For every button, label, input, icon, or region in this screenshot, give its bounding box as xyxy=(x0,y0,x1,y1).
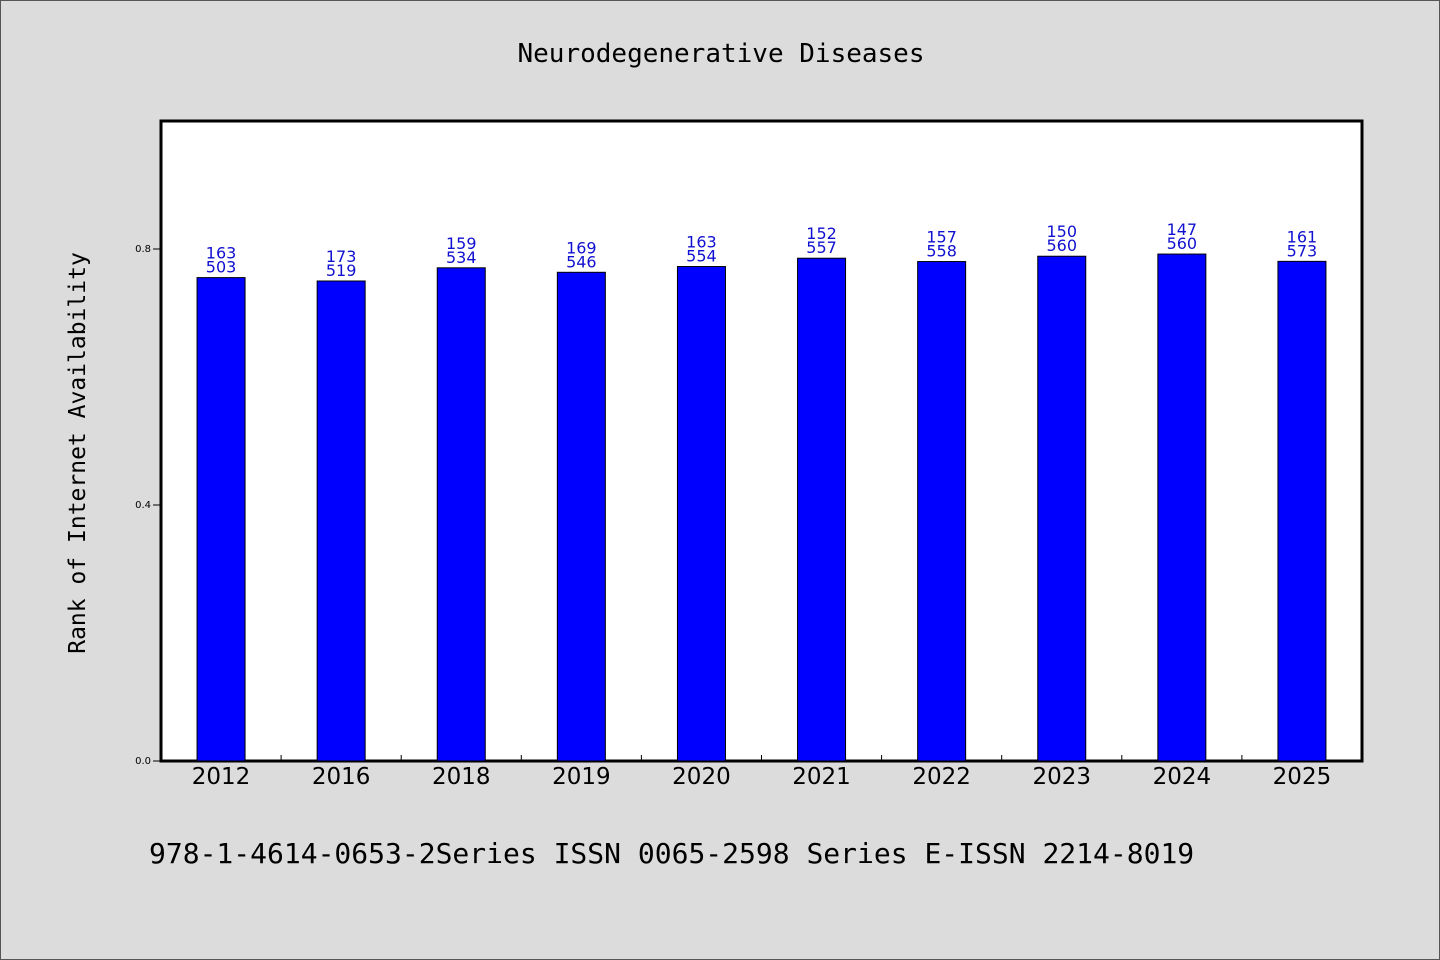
x-tick-label: 2023 xyxy=(1032,764,1091,790)
data-label-top: 159 xyxy=(446,234,477,253)
data-label-bottom: 558 xyxy=(926,242,957,261)
x-tick-label: 2019 xyxy=(552,764,611,790)
bar-2021 xyxy=(797,257,847,762)
y-axis-label: Rank of Internet Availability xyxy=(65,252,91,654)
footer-text: 978-1-4614-0653-2Series ISSN 0065-2598 S… xyxy=(149,837,1194,870)
data-label-top: 169 xyxy=(566,238,597,257)
data-label-top: 147 xyxy=(1167,220,1198,239)
data-label-top: 173 xyxy=(326,247,357,266)
x-tick-label: 2018 xyxy=(432,764,491,790)
bar-2019 xyxy=(556,271,606,762)
data-label-top: 157 xyxy=(926,228,957,247)
bars xyxy=(196,253,1327,762)
data-label-bottom: 546 xyxy=(566,252,597,271)
data-label-top: 163 xyxy=(686,233,717,252)
chart-title: Neurodegenerative Diseases xyxy=(518,39,925,69)
bar-2022 xyxy=(917,261,967,762)
y-tick-label: 0.0 xyxy=(135,756,151,767)
bar-2012 xyxy=(196,277,246,762)
data-label-bottom: 503 xyxy=(206,258,237,277)
data-label-bottom: 534 xyxy=(446,248,477,267)
bar-2020 xyxy=(676,266,726,762)
x-tick-label: 2020 xyxy=(672,764,731,790)
x-tick-label: 2025 xyxy=(1273,764,1332,790)
bar-2016 xyxy=(316,280,366,762)
y-tick-label: 0.8 xyxy=(135,244,151,255)
data-label-bottom: 519 xyxy=(326,261,357,280)
data-label-top: 152 xyxy=(806,224,837,243)
bar-2024 xyxy=(1157,253,1207,762)
data-label-top: 150 xyxy=(1046,222,1077,241)
y-axis-ticks: 0.0 0.4 0.8 xyxy=(135,244,161,767)
data-label-top: 163 xyxy=(206,244,237,263)
x-tick-label: 2012 xyxy=(192,764,251,790)
x-axis-ticks: 2012 2016 2018 2019 2020 2021 2022 2023 2024 2025 xyxy=(192,755,1331,790)
x-tick-label: 2024 xyxy=(1153,764,1212,790)
x-tick-label: 2021 xyxy=(792,764,851,790)
data-label-bottom: 560 xyxy=(1167,234,1198,253)
y-tick-label: 0.4 xyxy=(135,500,151,511)
data-labels: 1635031735191595341695461635541525571575… xyxy=(206,220,1317,280)
bar-2018 xyxy=(436,267,486,762)
data-label-bottom: 573 xyxy=(1287,241,1318,260)
data-label-bottom: 554 xyxy=(686,247,717,266)
data-label-top: 161 xyxy=(1287,227,1318,246)
data-label-bottom: 557 xyxy=(806,238,837,257)
bar-2025 xyxy=(1277,260,1327,762)
x-tick-label: 2016 xyxy=(312,764,371,790)
x-tick-label: 2022 xyxy=(912,764,971,790)
bar-2023 xyxy=(1037,255,1087,762)
data-label-bottom: 560 xyxy=(1046,236,1077,255)
